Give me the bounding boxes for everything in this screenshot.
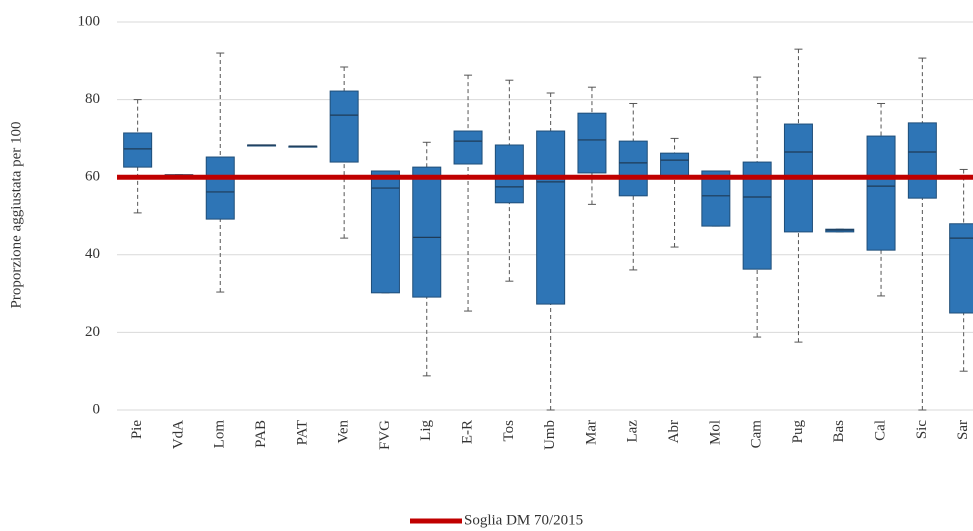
x-tick-label: Ven bbox=[336, 420, 352, 444]
box bbox=[412, 166, 442, 298]
box bbox=[660, 152, 690, 179]
x-tick-label: Cal bbox=[872, 420, 888, 441]
box bbox=[123, 132, 153, 168]
y-tick-label: 60 bbox=[85, 169, 100, 185]
x-tick-label: Bas bbox=[831, 420, 847, 443]
box bbox=[577, 112, 607, 174]
box bbox=[536, 130, 566, 305]
x-tick-label: VdA bbox=[170, 420, 186, 449]
x-tick-label: FVG bbox=[377, 420, 393, 450]
x-tick-label: Laz bbox=[625, 420, 641, 443]
y-tick-label: 20 bbox=[85, 324, 100, 340]
y-tick-label: 0 bbox=[93, 401, 101, 417]
box bbox=[494, 144, 524, 204]
legend-label: Soglia DM 70/2015 bbox=[464, 512, 583, 528]
x-tick-label: Pug bbox=[790, 420, 806, 444]
x-tick-label: Lig bbox=[418, 420, 434, 441]
y-tick-label: 80 bbox=[85, 91, 100, 107]
box bbox=[949, 223, 973, 314]
box bbox=[742, 161, 772, 270]
y-tick-label: 40 bbox=[85, 246, 100, 262]
x-tick-label: Abr bbox=[666, 420, 682, 443]
x-tick-label: PAB bbox=[253, 420, 269, 448]
x-tick-label: Mar bbox=[583, 420, 599, 445]
box bbox=[618, 140, 648, 197]
box bbox=[205, 156, 235, 220]
x-tick-label: Lom bbox=[212, 420, 228, 449]
box bbox=[370, 170, 400, 294]
box bbox=[701, 170, 731, 227]
y-axis-label: Proporzione aggiustata per 100 bbox=[8, 121, 24, 308]
x-tick-label: Tos bbox=[501, 420, 517, 442]
x-tick-label: Mol bbox=[707, 420, 723, 445]
x-tick-label: Cam bbox=[749, 420, 765, 449]
y-tick-label: 100 bbox=[78, 13, 101, 29]
x-tick-label: E-R bbox=[459, 420, 475, 444]
x-tick-label: Sic bbox=[914, 420, 930, 440]
box bbox=[329, 90, 359, 163]
x-tick-label: Pie bbox=[129, 420, 145, 440]
x-tick-label: PAT bbox=[294, 420, 310, 445]
box bbox=[866, 135, 896, 251]
box bbox=[907, 122, 937, 199]
x-tick-label: Umb bbox=[542, 420, 558, 450]
box bbox=[453, 130, 483, 165]
x-tick-label: Sar bbox=[955, 420, 971, 440]
